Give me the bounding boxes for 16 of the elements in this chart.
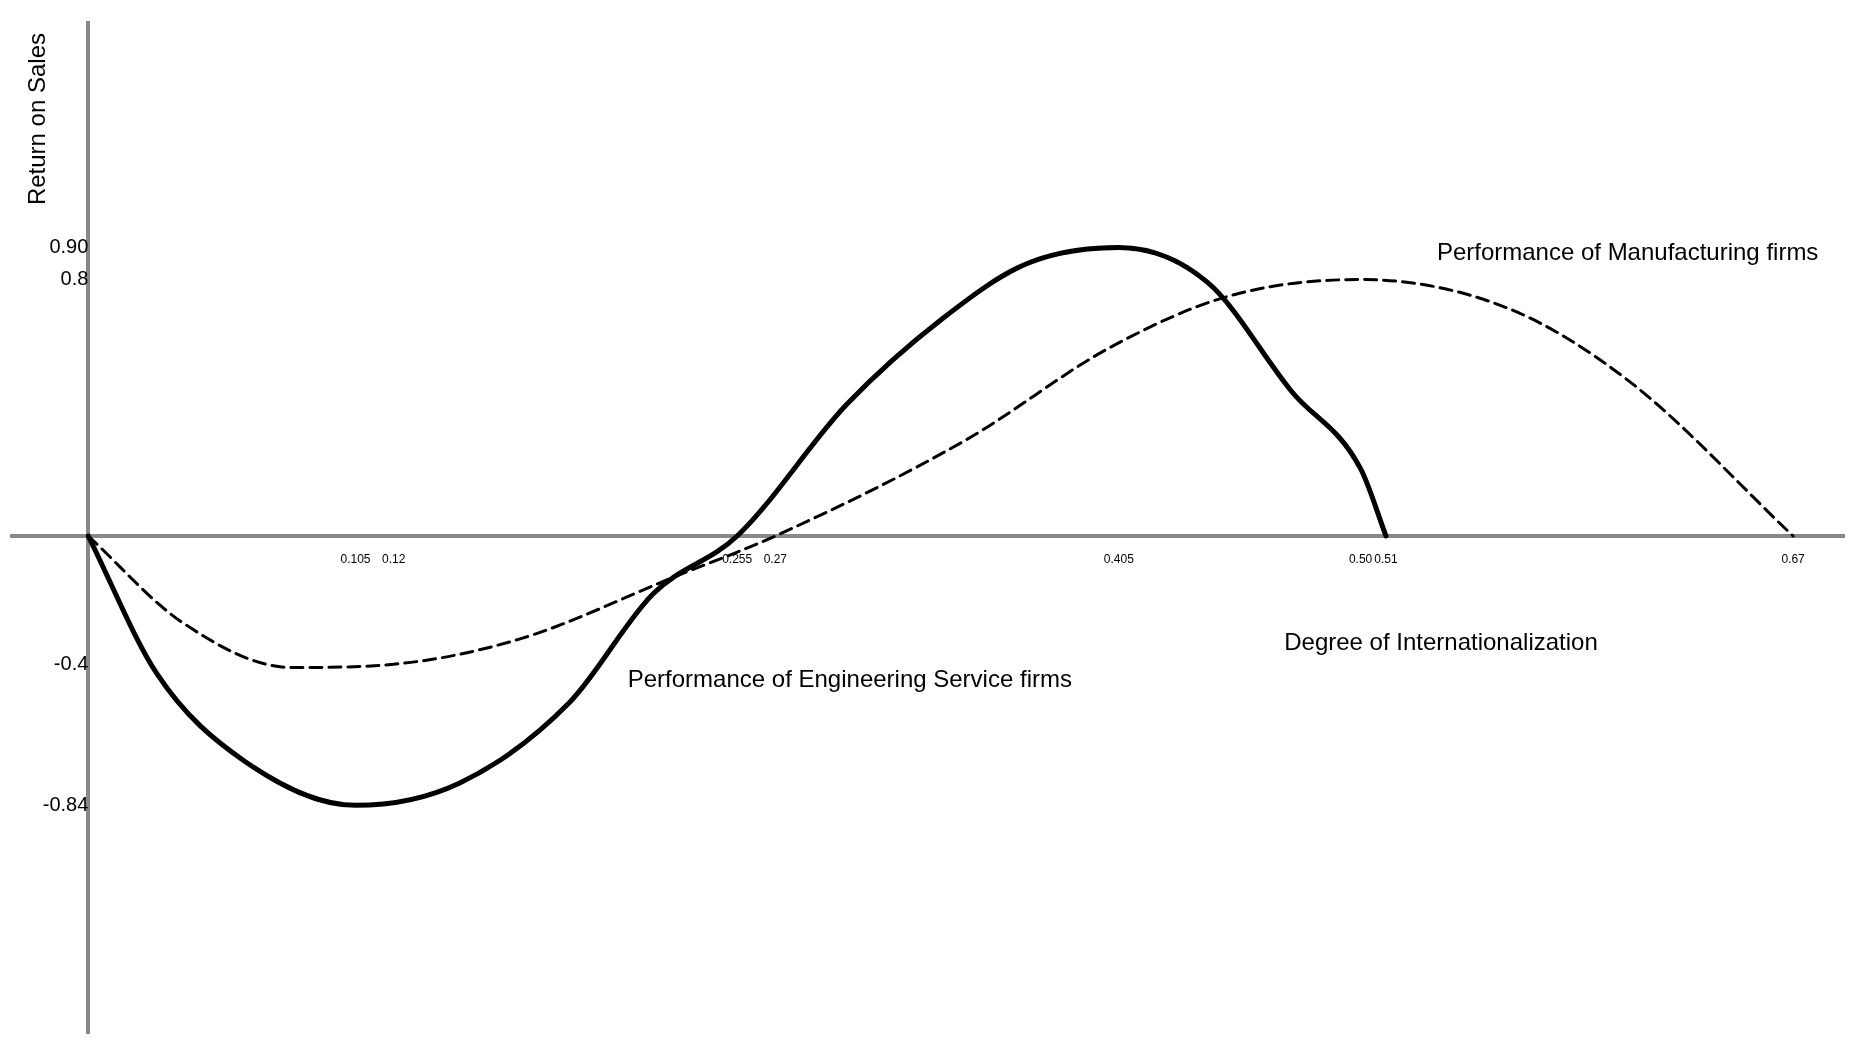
y-axis-title: Return on Sales (22, 33, 50, 206)
x-tick-label: 0.105 (340, 551, 371, 566)
y-tick-label: 0.90 (49, 234, 89, 257)
y-tick-label: 0.8 (60, 267, 89, 290)
x-tick-label: 0.27 (763, 551, 788, 566)
series-label: Performance of Manufacturing firms (1436, 238, 1819, 266)
x-tick-label: 0.255 (722, 551, 753, 566)
x-tick-label: 0.50 (1348, 551, 1373, 566)
x-tick-label: 0.405 (1103, 551, 1135, 566)
x-tick-label: 0.51 (1374, 551, 1398, 566)
series-label: Performance of Engineering Service firms (627, 664, 1072, 692)
x-axis-title: Degree of Internationalization (1284, 627, 1598, 655)
y-tick-label: -0.84 (42, 792, 89, 815)
x-tick-label: 0.67 (1781, 551, 1806, 566)
x-tick-label: 0.12 (381, 551, 406, 566)
y-tick-label: -0.4 (53, 651, 89, 674)
